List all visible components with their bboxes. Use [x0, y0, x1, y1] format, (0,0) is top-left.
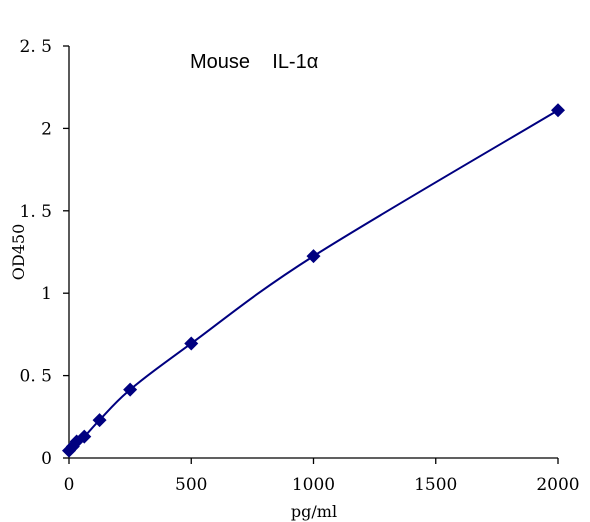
x-tick-label: 2000 [536, 475, 579, 495]
data-point [184, 336, 199, 351]
y-tick-label: 2. 5 [20, 37, 52, 57]
data-point [92, 413, 107, 428]
y-tick-label: 1 [41, 284, 52, 304]
x-tick-label: 1500 [414, 475, 457, 495]
x-axis-title: pg/ml [291, 502, 337, 521]
data-point [77, 429, 92, 444]
y-tick-label: 1. 5 [20, 202, 52, 222]
data-point [306, 249, 321, 264]
data-points [62, 103, 565, 458]
chart-title: Mouse IL-1α [190, 51, 318, 73]
x-axis-ticks: 0 500 1000 1500 2000 [64, 458, 580, 495]
data-point [123, 382, 138, 397]
x-tick-label: 0 [64, 475, 75, 495]
x-tick-label: 1000 [292, 475, 335, 495]
x-tick-label: 500 [175, 475, 207, 495]
fit-curve [68, 109, 559, 452]
data-point [551, 103, 565, 118]
y-tick-label: 2 [41, 119, 52, 139]
y-tick-label: 0 [41, 449, 52, 469]
y-axis-ticks: 0 0. 5 1 1. 5 2 2. 5 [20, 37, 69, 469]
y-axis-title: OD450 [9, 224, 28, 280]
y-tick-label: 0. 5 [20, 367, 52, 387]
